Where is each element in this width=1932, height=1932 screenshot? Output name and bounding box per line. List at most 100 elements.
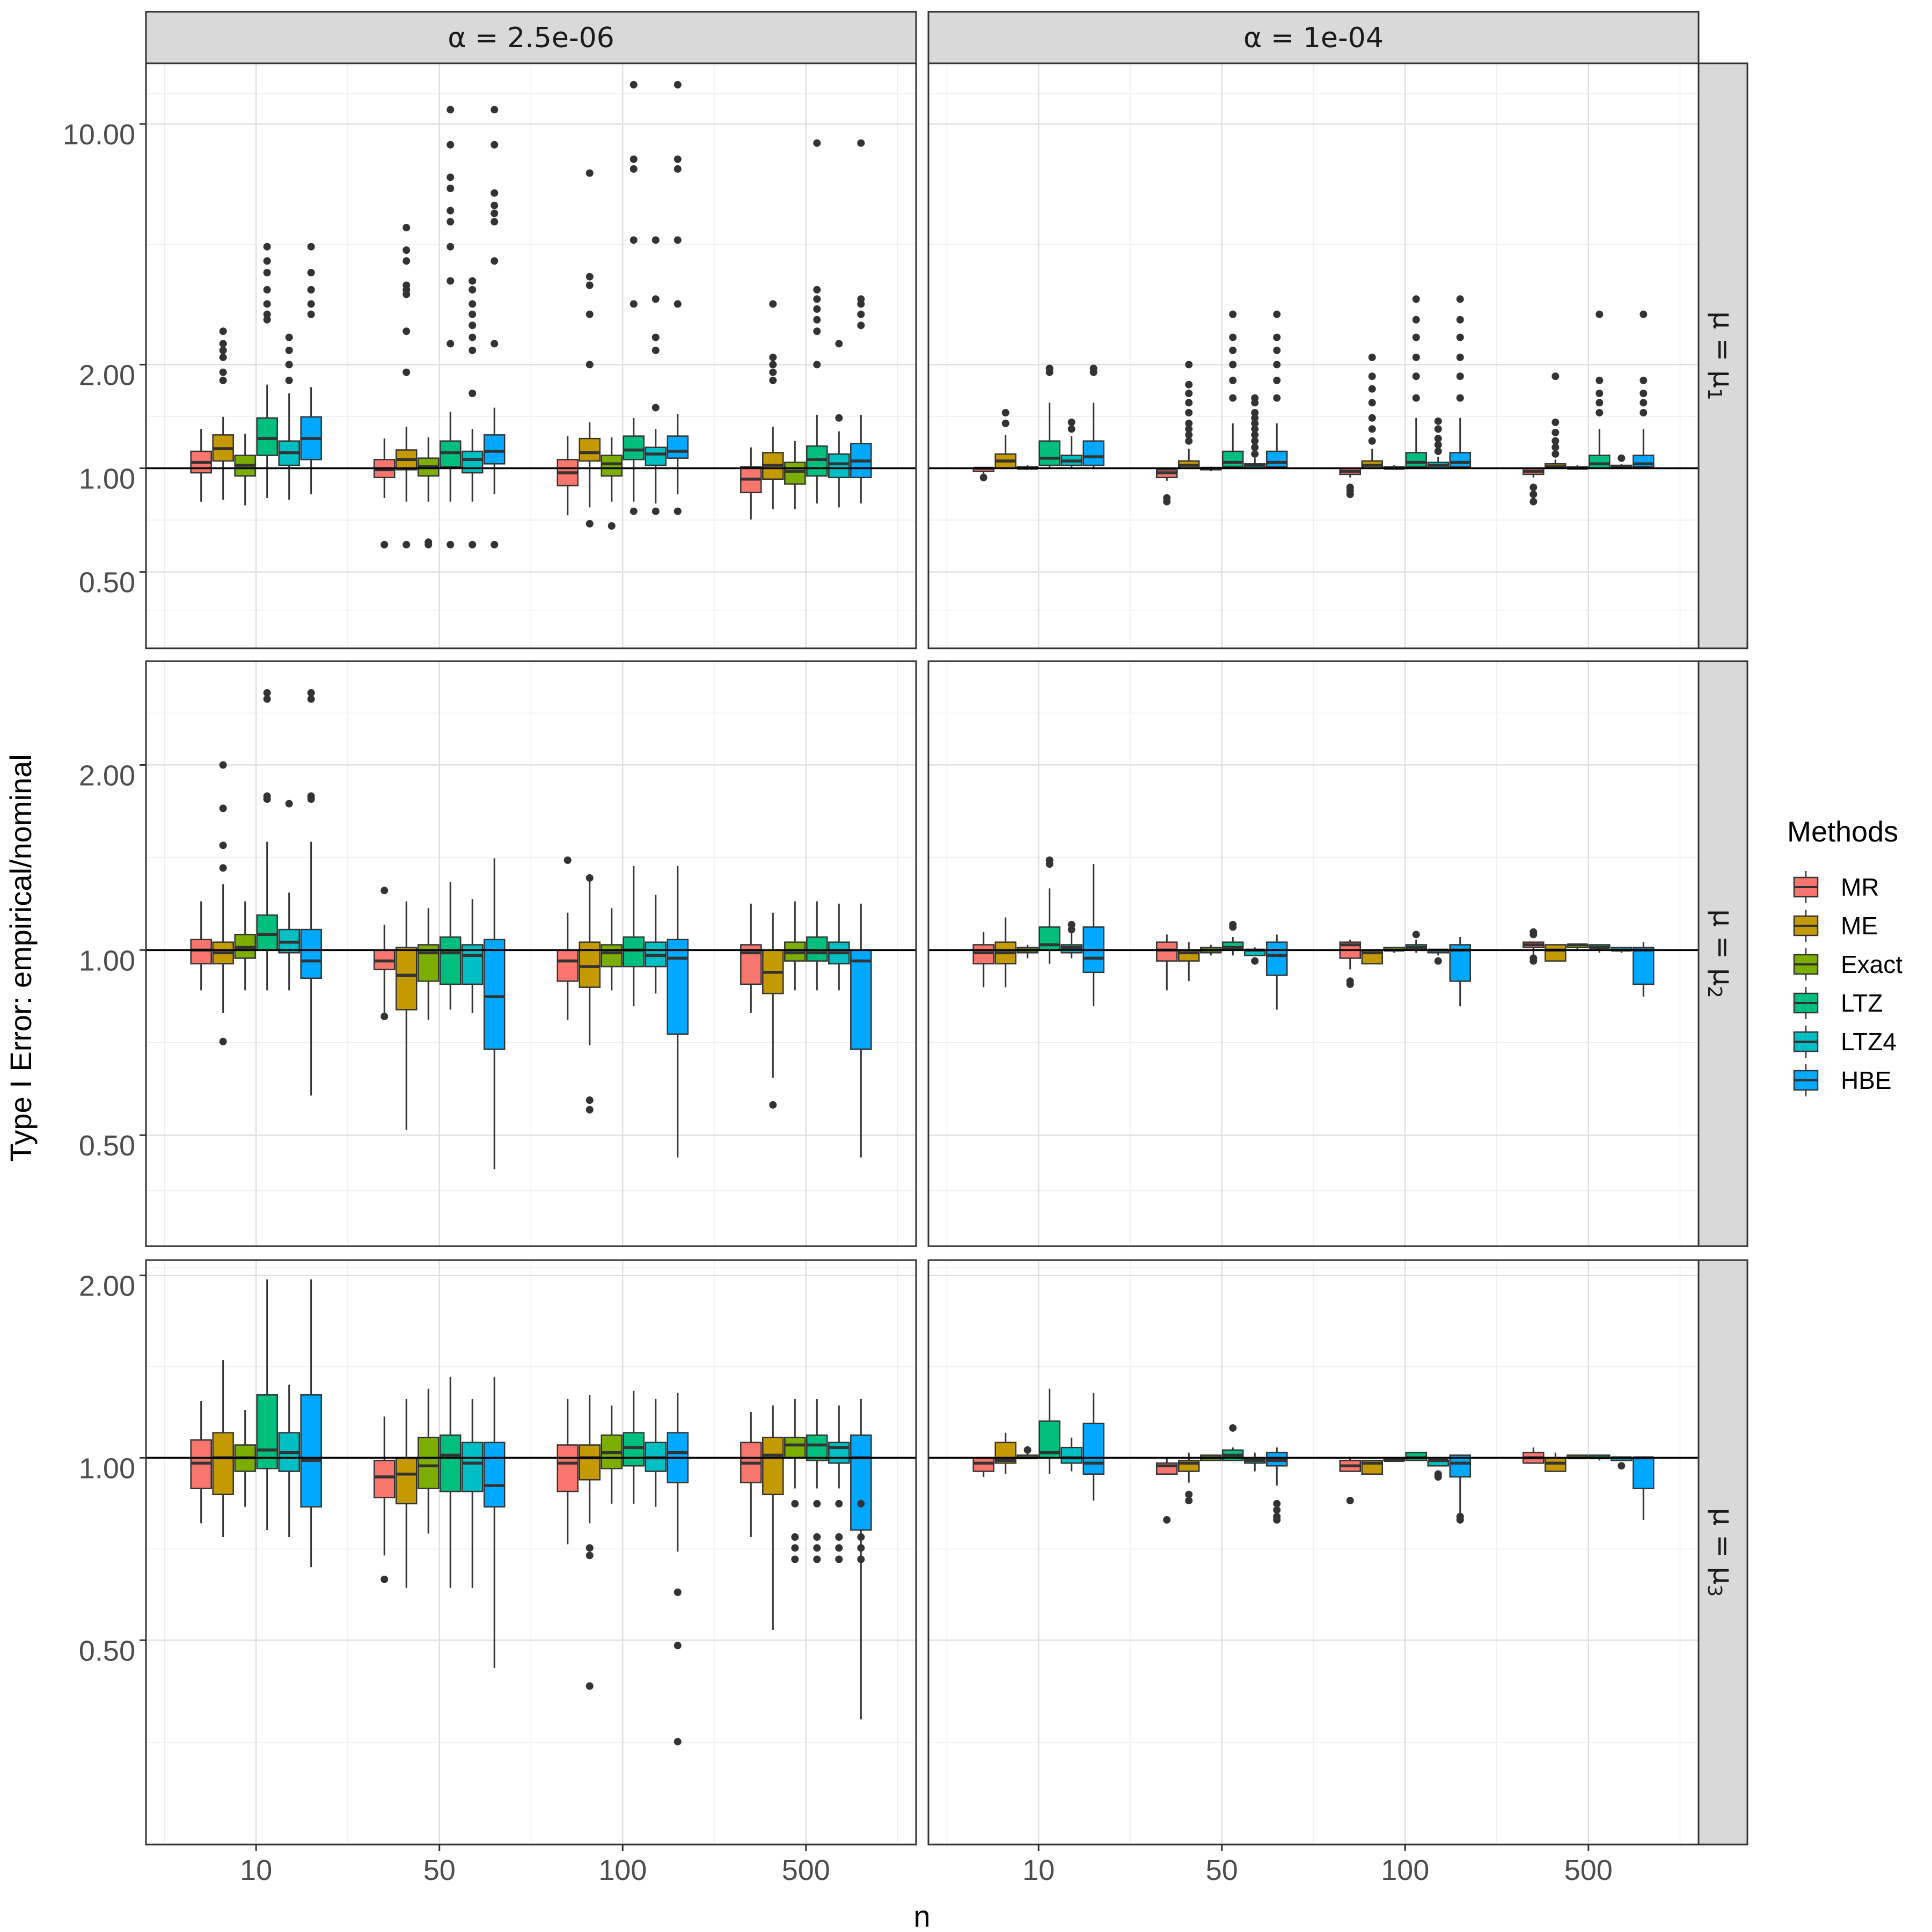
box-MR	[1155, 1458, 1178, 1524]
box-body-LTZ	[1405, 452, 1428, 468]
outlier-point	[1412, 394, 1420, 402]
box-LTZ	[439, 882, 462, 1010]
box-HBE	[300, 689, 322, 1096]
outlier-point	[813, 286, 821, 294]
box-MR	[1523, 467, 1545, 506]
box-HBE	[1633, 942, 1655, 997]
outlier-point	[263, 695, 271, 703]
outlier-point	[1368, 385, 1376, 393]
box-MR	[740, 1412, 762, 1538]
outlier-point	[1185, 431, 1193, 439]
group-n-10	[190, 689, 322, 1096]
group-n-50	[373, 106, 506, 548]
box-body-LTZ	[1038, 440, 1060, 466]
outlier-point	[857, 310, 865, 318]
outlier-point	[652, 333, 660, 341]
outlier-point	[263, 300, 271, 308]
box-LTZ	[439, 106, 462, 548]
col-strip-label: α = 1e-04	[1243, 22, 1384, 54]
outlier-point	[813, 316, 821, 324]
outlier-point	[469, 346, 477, 354]
outlier-point	[1023, 1446, 1031, 1454]
box-body-HBE	[483, 434, 506, 465]
x-tick-label: 50	[1206, 1854, 1238, 1886]
legend-item-Exact: Exact	[1793, 948, 1902, 980]
outlier-point	[1529, 954, 1538, 962]
outlier-point	[835, 1555, 843, 1563]
outlier-point	[1185, 437, 1193, 445]
box-LTZ4	[1243, 394, 1266, 469]
box-body-LTZ	[623, 435, 645, 460]
box-body-HBE	[483, 939, 506, 1050]
outlier-point	[652, 404, 660, 412]
outlier-point	[1346, 977, 1354, 985]
box-Exact	[601, 437, 623, 530]
outlier-point	[1552, 418, 1560, 426]
box-body-HBE	[1082, 440, 1104, 466]
group-n-50	[1155, 310, 1288, 506]
row-strip-subscript: 2	[1703, 986, 1725, 998]
outlier-point	[1368, 414, 1376, 422]
y-tick-label: 10.00	[63, 119, 135, 151]
x-tick-label: 10	[1022, 1854, 1055, 1886]
outlier-point	[630, 165, 638, 173]
y-axis-row-1: 0.50 1.00 2.00	[79, 759, 146, 1162]
box-Exact	[234, 434, 256, 506]
outlier-point	[219, 340, 227, 348]
legend-label: HBE	[1841, 1066, 1892, 1094]
group-n-50	[1155, 920, 1288, 1010]
box-ME	[1361, 353, 1384, 469]
box-body-HBE	[300, 928, 322, 979]
outlier-point	[1368, 353, 1376, 361]
panel-r1-c0	[145, 660, 917, 1247]
outlier-point	[402, 281, 411, 289]
outlier-point	[769, 300, 777, 308]
x-axis-title: n	[913, 1899, 930, 1932]
outlier-point	[791, 1533, 799, 1541]
box-MR	[972, 1457, 994, 1477]
box-ME	[1545, 944, 1567, 962]
outlier-point	[1185, 1497, 1193, 1505]
outlier-point	[402, 327, 411, 335]
box-HBE	[850, 903, 872, 1158]
outlier-point	[491, 209, 499, 217]
outlier-point	[586, 273, 594, 281]
box-body-Exact	[784, 1437, 806, 1459]
outlier-point	[857, 1544, 865, 1552]
box-LTZ4	[1427, 417, 1450, 469]
panels-layer	[145, 62, 1700, 1846]
outlier-point	[1529, 484, 1538, 492]
box-MR	[1339, 467, 1362, 499]
box-LTZ4	[828, 340, 850, 508]
outlier-point	[1251, 425, 1259, 433]
outlier-point	[791, 1499, 799, 1507]
row-strip-label: μ = μ2	[1703, 909, 1739, 998]
legend-item-LTZ4: LTZ4	[1793, 1026, 1897, 1058]
box-ME	[579, 169, 601, 528]
box-LTZ4	[828, 1405, 850, 1563]
row-strip-subscript: 1	[1703, 388, 1725, 400]
row-strip-lhs: μ = μ	[1707, 909, 1739, 986]
outlier-point	[586, 1106, 594, 1114]
col-strip-0: α = 2.5e-06	[145, 11, 917, 64]
outlier-point	[491, 540, 499, 548]
outlier-point	[1640, 376, 1648, 384]
outlier-point	[1067, 418, 1075, 426]
outlier-point	[1251, 431, 1259, 439]
outlier-point	[813, 139, 821, 147]
box-body-ME	[395, 947, 418, 1011]
outlier-point	[307, 792, 315, 800]
outlier-point	[1273, 1506, 1281, 1514]
legend-item-HBE: HBE	[1793, 1064, 1892, 1096]
outlier-point	[674, 80, 682, 89]
box-HBE	[1082, 364, 1104, 469]
outlier-point	[1368, 372, 1376, 380]
outlier-point	[447, 185, 455, 193]
box-MR	[1523, 928, 1545, 965]
outlier-point	[1529, 928, 1538, 936]
outlier-point	[219, 327, 227, 335]
outlier-point	[630, 236, 638, 244]
outlier-point	[586, 361, 594, 369]
outlier-point	[1185, 361, 1193, 369]
outlier-point	[1251, 414, 1259, 422]
